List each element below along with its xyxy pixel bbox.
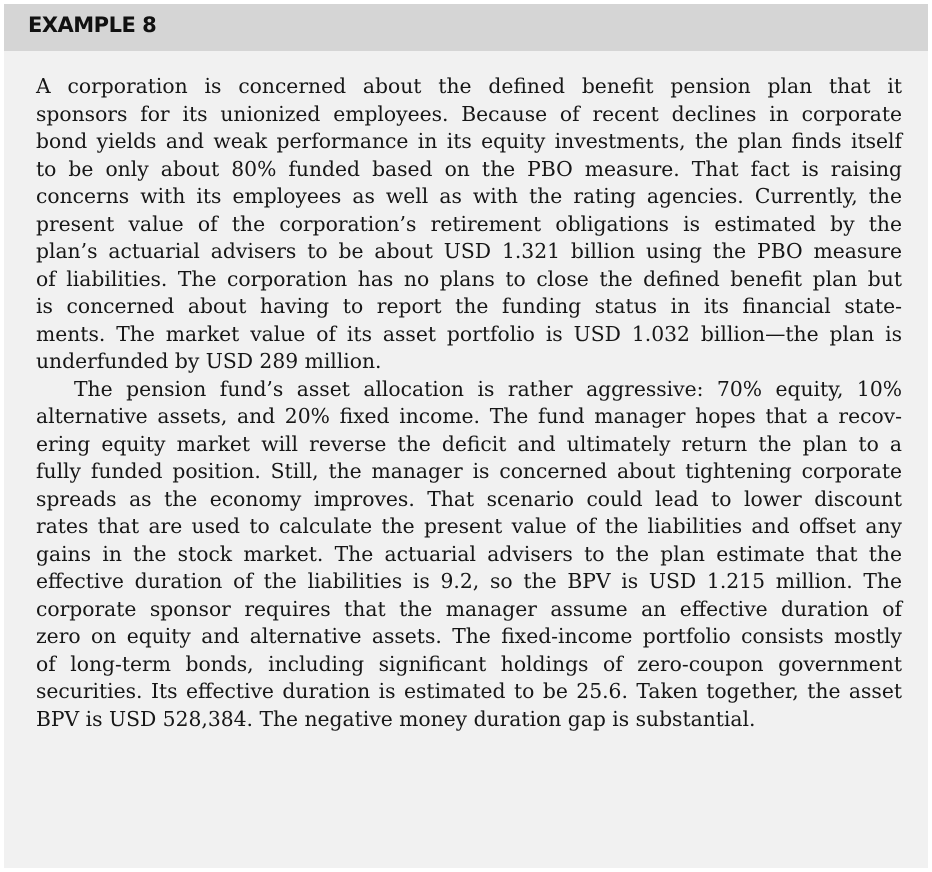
text-line: ments. The market value of its asset por… [36,321,902,346]
text-line: A corporation is concerned about the def… [36,74,902,98]
text-line: plan’s actuarial advisers to be about US… [36,239,902,263]
text-line: of long-term bonds, including significan… [36,651,902,676]
example-body: A corporation is concerned about the def… [36,73,902,733]
example-title: EXAMPLE 8 [28,13,157,37]
example-box: EXAMPLE 8 A corporation is concerned abo… [4,4,928,868]
text-line: rates that are used to calculate the pre… [36,514,902,538]
text-line: bond yields and weak performance in its … [36,129,902,153]
text-line: gains in the stock market. The actuarial… [36,541,902,566]
text-line: concerns with its employees as well as w… [36,184,902,208]
text-line: underfunded by USD 289 million. [36,349,382,373]
text-line: to be only about 80% funded based on the… [36,156,902,181]
text-line: is concerned about having to report the … [36,294,902,318]
text-line: of liabilities. The corporation has no p… [36,266,902,291]
text-line: BPV is USD 528,384. The negative money d… [36,706,756,731]
text-line: spreads as the economy improves. That sc… [36,486,902,511]
example-header: EXAMPLE 8 [4,4,928,51]
text-line: sponsors for its unionized employees. Be… [36,101,902,126]
text-line: effective duration of the liabilities is… [36,569,902,593]
text-line: fully funded position. Still, the manage… [36,459,902,483]
text-line: alternative assets, and 20% fixed income… [36,404,902,428]
text-line: present value of the corporation’s retir… [36,211,902,236]
text-line: The pension fund’s asset allocation is r… [74,376,902,401]
text-line: zero on equity and alternative assets. T… [36,624,902,648]
text-line: securities. Its effective duration is es… [36,679,902,703]
text-line: ering equity market will reverse the def… [36,431,902,456]
text-line: corporate sponsor requires that the mana… [36,596,902,621]
